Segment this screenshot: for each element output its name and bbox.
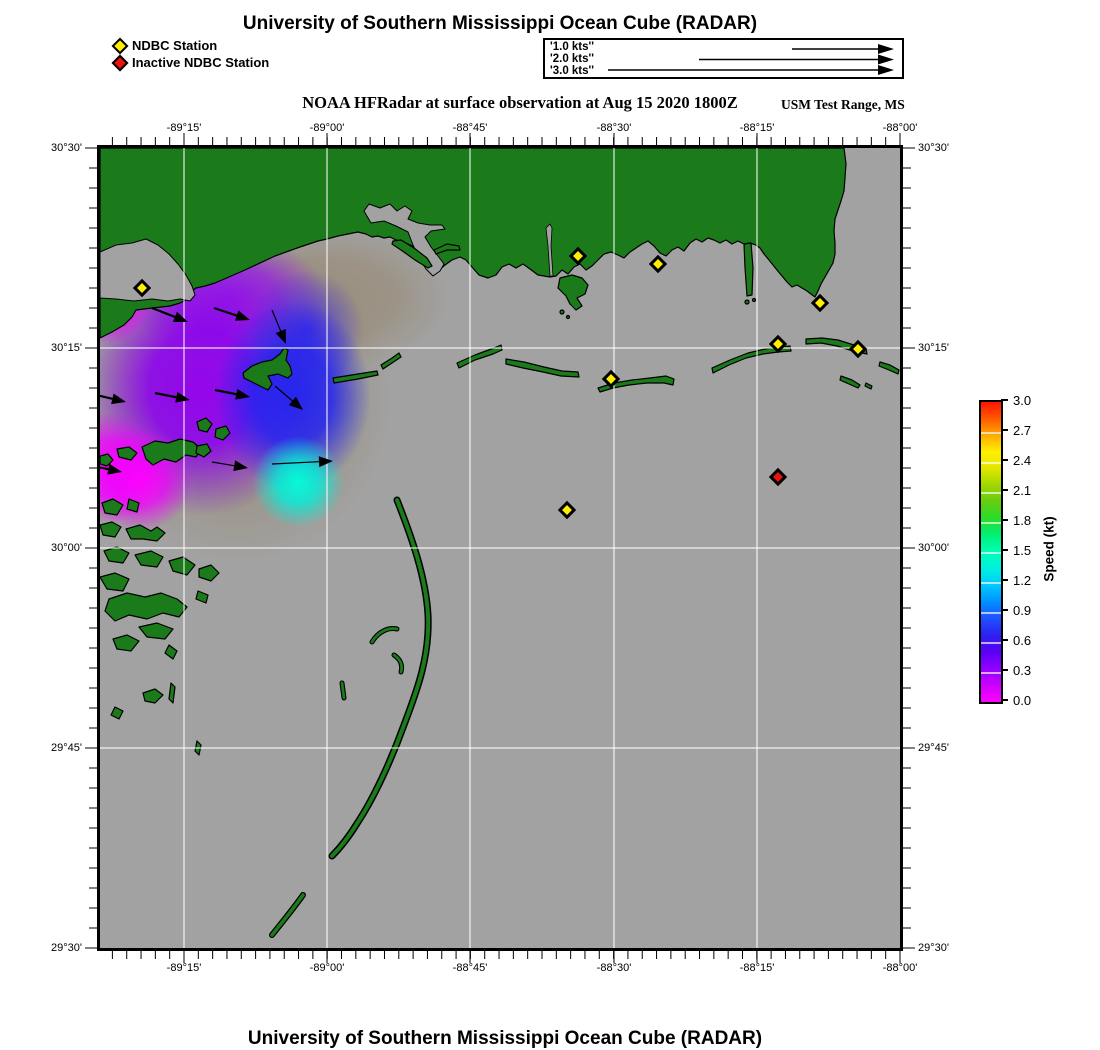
colorbar-title: Speed (kt) bbox=[1041, 516, 1057, 582]
map-canvas bbox=[52, 147, 900, 948]
lon-tick-label: -88°15' bbox=[739, 962, 775, 974]
lat-tick-label: 29°45' bbox=[51, 742, 82, 754]
lon-tick-label: -89°00' bbox=[309, 962, 345, 974]
lat-tick-label: 29°30' bbox=[51, 942, 82, 954]
inactive-ndbc-station-icon bbox=[111, 54, 129, 72]
colorbar-tick bbox=[1001, 639, 1008, 641]
legend-label: NDBC Station bbox=[132, 38, 218, 53]
map-frame bbox=[52, 145, 903, 951]
lon-tick-label: -88°45' bbox=[452, 122, 488, 134]
scale-label-2kt: '2.0 kts'' bbox=[550, 53, 595, 65]
colorbar-tick-label: 0.0 bbox=[1013, 693, 1032, 708]
lat-tick-label: 30°30' bbox=[51, 142, 82, 154]
colorbar-tick-label: 1.2 bbox=[1013, 573, 1032, 588]
scale-label-1kt: '1.0 kts'' bbox=[550, 41, 595, 53]
colorbar-tick bbox=[1001, 669, 1008, 671]
colorbar-gridline bbox=[981, 462, 1001, 464]
islet bbox=[751, 297, 757, 303]
colorbar-tick bbox=[1001, 609, 1008, 611]
lon-tick-label: -89°15' bbox=[166, 962, 202, 974]
lon-tick-label: -88°30' bbox=[596, 122, 632, 134]
legend-label: Inactive NDBC Station bbox=[132, 55, 270, 70]
lat-tick-label: 30°00' bbox=[918, 542, 949, 554]
colorbar-tick-label: 3.0 bbox=[1013, 393, 1032, 408]
lon-tick-label: -88°30' bbox=[596, 962, 632, 974]
speed-scale-box: '1.0 kts'' '2.0 kts'' '3.0 kts'' bbox=[543, 38, 904, 79]
colorbar-tick-label: 0.3 bbox=[1013, 663, 1032, 678]
colorbar-gridline bbox=[981, 642, 1001, 644]
lon-tick-label: -88°45' bbox=[452, 962, 488, 974]
lon-tick-label: -88°00' bbox=[882, 122, 918, 134]
range-label: USM Test Range, MS bbox=[781, 97, 905, 112]
colorbar-tick-label: 1.8 bbox=[1013, 513, 1032, 528]
colorbar-tick bbox=[1001, 699, 1008, 701]
lon-tick-label: -89°15' bbox=[166, 122, 202, 134]
scale-label-3kt: '3.0 kts'' bbox=[550, 65, 595, 77]
colorbar-gridline bbox=[981, 432, 1001, 434]
islet bbox=[559, 309, 565, 315]
map-subtitle: NOAA HFRadar at surface observation at A… bbox=[302, 93, 738, 112]
footer-title: University of Southern Mississippi Ocean… bbox=[247, 1028, 763, 1049]
colorbar-tick-label: 2.7 bbox=[1013, 423, 1032, 438]
lat-tick-label: 30°00' bbox=[51, 542, 82, 554]
colorbar-tick bbox=[1001, 399, 1008, 401]
ndbc-station-icon bbox=[111, 37, 129, 55]
lon-tick-label: -89°00' bbox=[309, 122, 345, 134]
lat-tick-label: 29°30' bbox=[918, 942, 949, 954]
colorbar-tick-label: 2.4 bbox=[1013, 453, 1032, 468]
colorbar-tick bbox=[1001, 429, 1008, 431]
colorbar-tick bbox=[1001, 459, 1008, 461]
colorbar-tick bbox=[1001, 579, 1008, 581]
lat-tick-label: 29°45' bbox=[918, 742, 949, 754]
colorbar-tick bbox=[1001, 549, 1008, 551]
lat-tick-label: 30°15' bbox=[51, 342, 82, 354]
page-title: University of Southern Mississippi Ocean… bbox=[242, 13, 758, 34]
colorbar-gridline bbox=[981, 492, 1001, 494]
scale-arrows bbox=[608, 44, 894, 75]
colorbar-gridline bbox=[981, 612, 1001, 614]
colorbar-tick-label: 1.5 bbox=[1013, 543, 1032, 558]
colorbar-gridline bbox=[981, 672, 1001, 674]
colorbar-gradient bbox=[979, 400, 1003, 704]
colorbar-tick bbox=[1001, 519, 1008, 521]
lat-tick-label: 30°30' bbox=[918, 142, 949, 154]
colorbar-tick-label: 2.1 bbox=[1013, 483, 1032, 498]
colorbar-tick bbox=[1001, 489, 1008, 491]
colorbar-gridline bbox=[981, 522, 1001, 524]
lon-tick-label: -88°00' bbox=[882, 962, 918, 974]
colorbar-tick-label: 0.6 bbox=[1013, 633, 1032, 648]
colorbar-tick-label: 0.9 bbox=[1013, 603, 1032, 618]
lon-tick-label: -88°15' bbox=[739, 122, 775, 134]
islet bbox=[565, 314, 571, 320]
islet bbox=[744, 299, 750, 305]
lat-tick-label: 30°15' bbox=[918, 342, 949, 354]
colorbar-gridline bbox=[981, 552, 1001, 554]
colorbar-gridline bbox=[981, 582, 1001, 584]
